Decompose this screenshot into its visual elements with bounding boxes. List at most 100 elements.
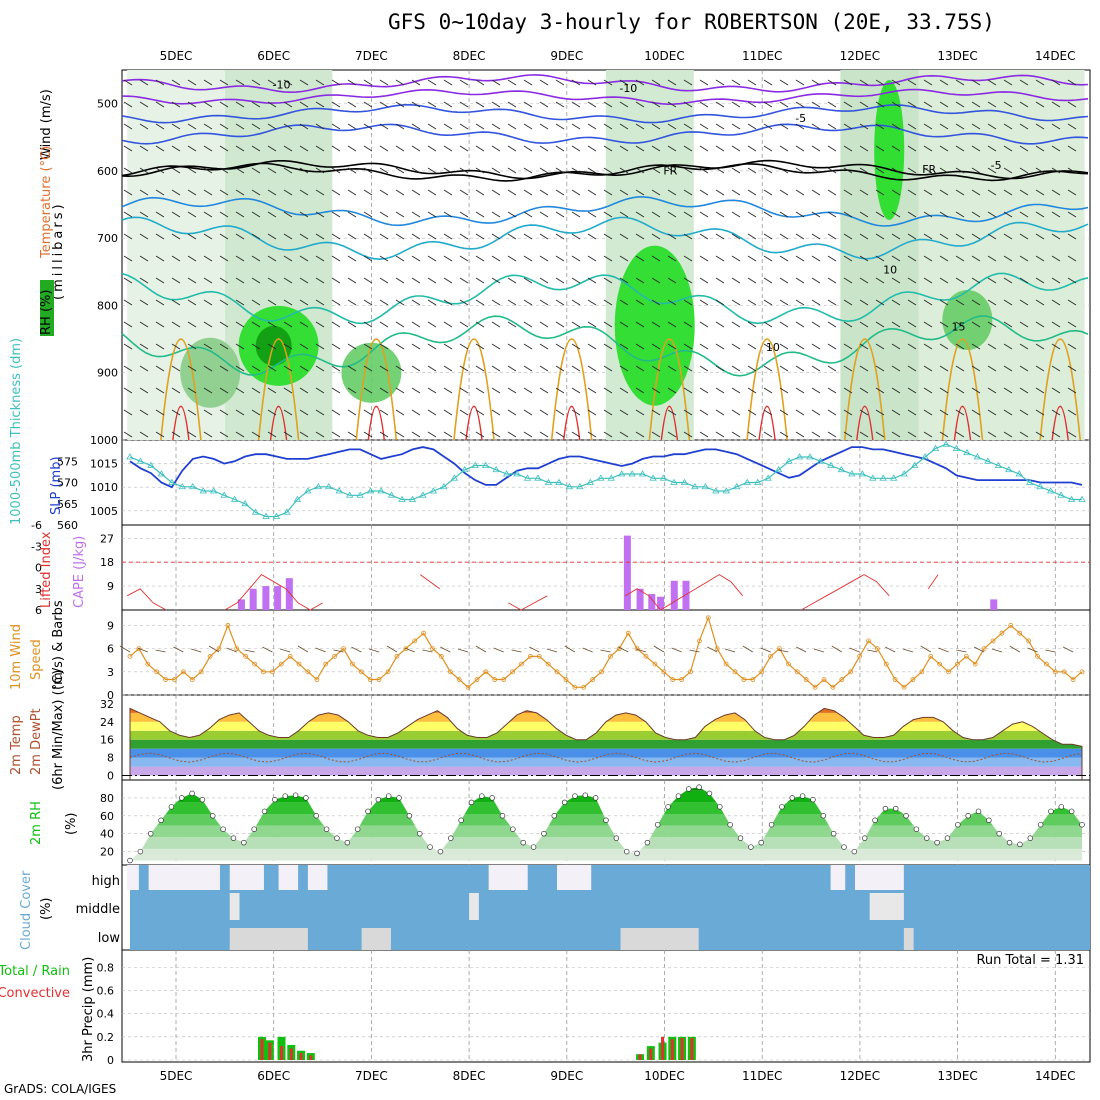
- wind-barb: [251, 409, 261, 416]
- warm-isotherm: [453, 338, 495, 441]
- thickness-marker: [1025, 478, 1034, 485]
- wind-barb: [843, 211, 853, 218]
- wind-barb: [315, 233, 325, 240]
- wind-barb: [395, 211, 405, 218]
- wind-barb: [123, 233, 133, 240]
- wind-barb: [539, 343, 549, 350]
- wind-speed-marker: [750, 677, 756, 682]
- wind-barb: [523, 189, 533, 196]
- wind-barb: [587, 123, 597, 130]
- wind-barb: [443, 101, 453, 108]
- precip-conv-bar: [638, 1054, 642, 1060]
- wind-barb: [699, 233, 709, 240]
- wind-barb: [843, 123, 853, 130]
- wind-barb: [171, 233, 181, 240]
- wind-barb-10m: [796, 646, 807, 653]
- wind-barb: [747, 79, 757, 86]
- wind-barb: [475, 343, 485, 350]
- wind-barb: [267, 233, 277, 240]
- wind-barb: [795, 299, 805, 306]
- li-tick: 3: [35, 583, 42, 596]
- wind-speed-marker: [278, 661, 284, 667]
- wind-barb: [283, 123, 293, 130]
- wind-barb: [235, 277, 245, 284]
- wind-barb: [603, 167, 613, 174]
- wind-barb: [699, 79, 709, 86]
- wind-barb: [555, 101, 565, 108]
- wind-barb: [907, 343, 917, 350]
- wind-barb: [699, 409, 709, 416]
- rh-marker: [272, 796, 278, 803]
- wind-barb: [891, 167, 901, 174]
- wind-barb: [715, 343, 725, 350]
- rh-marker: [292, 792, 299, 798]
- wind-barb: [347, 343, 357, 350]
- date-label-bottom: 14DEC: [1035, 1069, 1075, 1083]
- wind-barb: [843, 167, 853, 174]
- wind-barb: [203, 277, 213, 284]
- date-label-top: 14DEC: [1035, 49, 1075, 63]
- wind-speed-marker: [625, 630, 631, 636]
- wind-barb: [699, 145, 709, 152]
- temp2m-ylabel-1: 2m Temp: [9, 715, 24, 775]
- thickness-marker: [314, 482, 323, 490]
- wind-barb: [571, 79, 581, 86]
- wind-barb: [523, 79, 533, 86]
- wind-barb: [427, 387, 437, 394]
- wind-barb: [667, 387, 677, 394]
- cape-bar: [285, 578, 293, 610]
- wind-barb: [923, 211, 933, 218]
- thickness-marker: [597, 474, 605, 481]
- wind-barb: [171, 299, 181, 306]
- wind-barb: [379, 145, 389, 152]
- rh-marker: [623, 848, 630, 855]
- wind-barb: [507, 409, 517, 416]
- wind-barb: [395, 321, 405, 328]
- wind-speed-marker: [874, 646, 880, 652]
- wind-barb: [555, 409, 565, 416]
- wind-barb: [635, 299, 645, 306]
- thickness-marker: [1067, 495, 1076, 502]
- temp2m-ylabel-2: 2m DewPt: [29, 708, 44, 775]
- dewpoint-line: [129, 752, 1083, 763]
- wind-barb: [459, 387, 469, 394]
- thickness-marker: [607, 474, 615, 481]
- wind-barb: [779, 189, 789, 196]
- wind-barb: [763, 387, 773, 394]
- thickness-marker: [366, 487, 375, 494]
- cape-tick: 18: [100, 556, 114, 569]
- wind-barb: [651, 343, 661, 350]
- wind-barb: [747, 123, 757, 130]
- wind-barb: [507, 123, 517, 130]
- wind-barb: [283, 255, 293, 262]
- wind-barb: [411, 299, 421, 306]
- wind-barb: [811, 387, 821, 394]
- wind-barb: [171, 409, 181, 416]
- wind-barb: [875, 189, 885, 196]
- wind-barb-10m: [119, 645, 131, 653]
- wind-barb: [283, 145, 293, 152]
- wind-speed-marker: [661, 669, 667, 675]
- wind-barb: [219, 431, 229, 438]
- wind-barb: [955, 189, 965, 196]
- wind-barb: [715, 299, 725, 306]
- wind-barb: [779, 255, 789, 262]
- wind-barb: [507, 299, 517, 306]
- wind-barb: [507, 321, 517, 328]
- wind-barb: [171, 343, 181, 350]
- wind-barb: [747, 277, 757, 284]
- wind-barb: [715, 431, 725, 438]
- wind-barb: [1003, 299, 1013, 306]
- wind-barb: [507, 79, 517, 86]
- wind-barb-10m: [137, 647, 148, 653]
- wind-barb: [411, 145, 421, 152]
- wind-barb: [827, 409, 837, 416]
- wind-speed-marker: [296, 661, 302, 667]
- wind-barb: [171, 145, 181, 152]
- wind-barb: [667, 211, 677, 218]
- wind-barb: [299, 343, 309, 350]
- wind-barb-10m: [618, 646, 629, 653]
- wind-speed-marker: [421, 630, 427, 636]
- wind-barb: [587, 189, 597, 196]
- wind-barb: [891, 387, 901, 394]
